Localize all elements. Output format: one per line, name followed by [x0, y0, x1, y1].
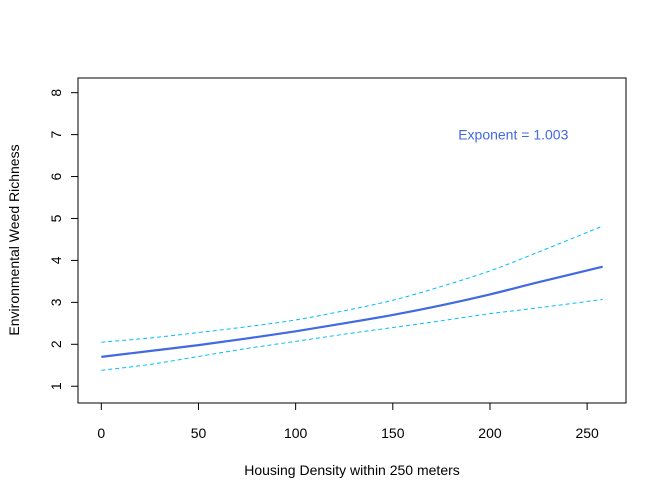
y-tick-label: 7 [48, 131, 64, 139]
x-axis: 0 50 100 150 200 250 [97, 402, 599, 441]
fit-line [101, 265, 603, 358]
y-tick-label: 2 [48, 340, 64, 348]
y-axis-label: Environmental Weed Richness [6, 144, 22, 335]
y-tick-label: 6 [48, 172, 64, 180]
y-tick-label: 5 [48, 214, 64, 222]
x-tick-label: 200 [478, 425, 502, 441]
series-layer [101, 225, 603, 371]
x-tick-label: 250 [575, 425, 599, 441]
lower-line [101, 298, 603, 371]
x-tick-label: 50 [191, 425, 207, 441]
x-tick-label: 150 [381, 425, 405, 441]
x-tick-label: 0 [97, 425, 105, 441]
upper-line [101, 225, 603, 343]
y-tick-label: 1 [48, 382, 64, 390]
x-tick-label: 100 [284, 425, 308, 441]
y-tick-label: 4 [48, 256, 64, 264]
exponent-annotation: Exponent = 1.003 [458, 127, 568, 143]
y-axis: 1 2 3 4 5 6 7 8 [48, 89, 79, 390]
y-tick-label: 8 [48, 89, 64, 97]
x-axis-label: Housing Density within 250 meters [244, 462, 460, 478]
y-tick-label: 3 [48, 298, 64, 306]
